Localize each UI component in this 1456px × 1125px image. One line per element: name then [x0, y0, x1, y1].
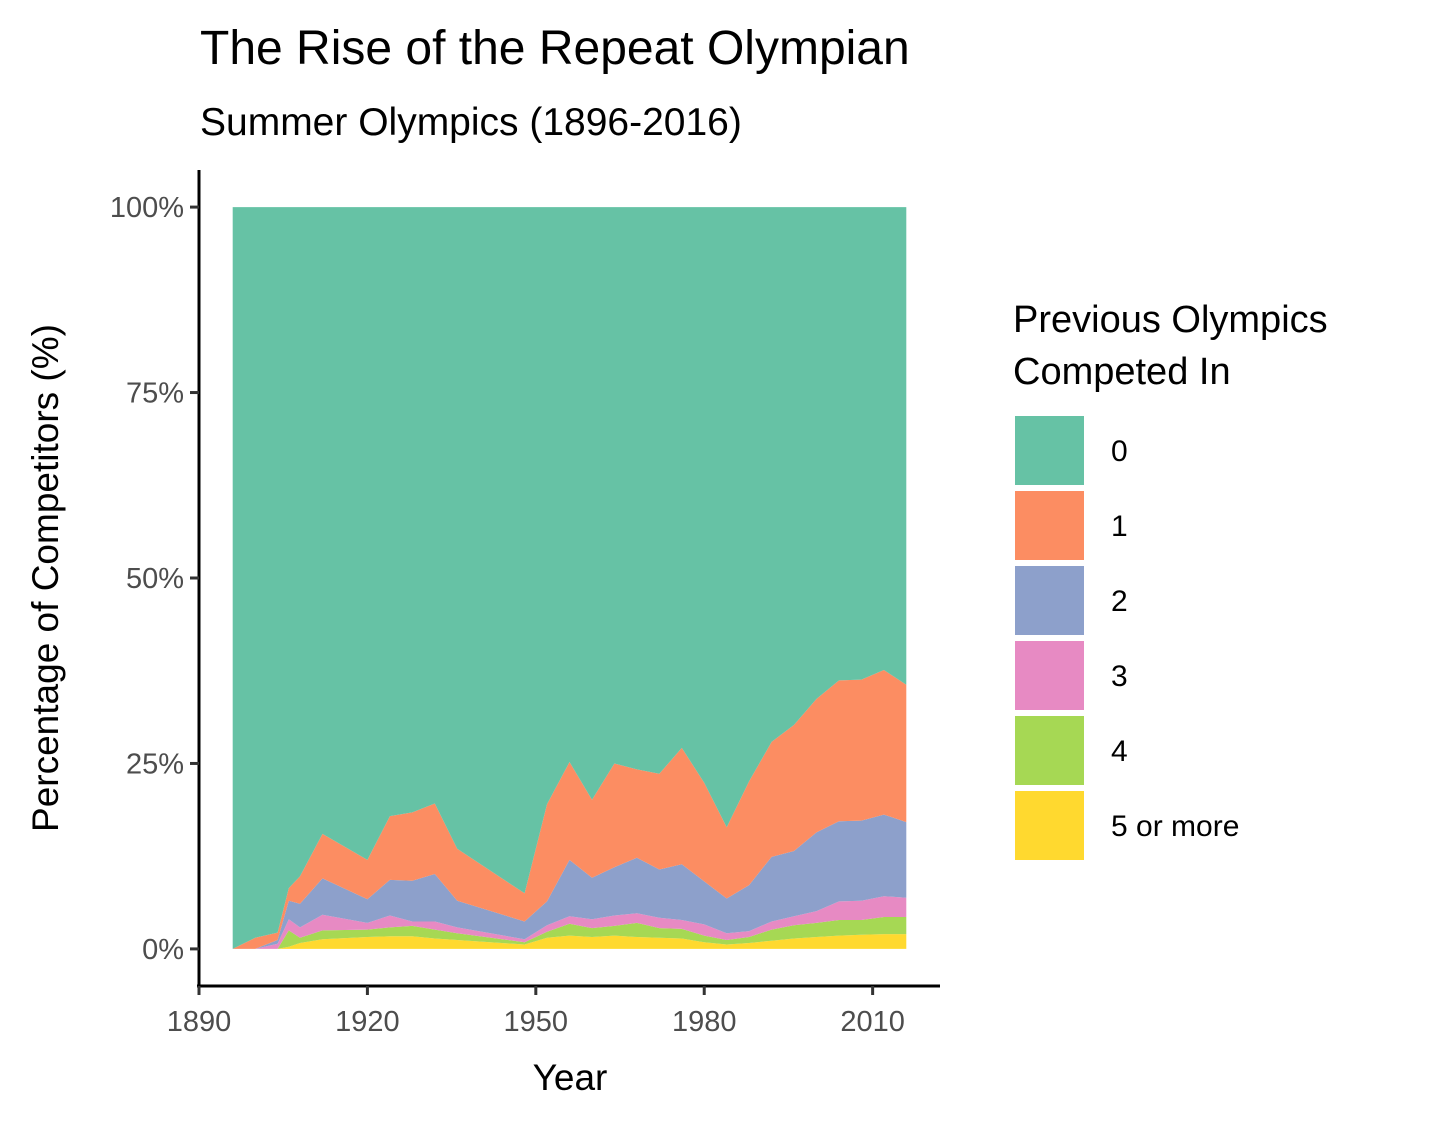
- legend-label-3: 3: [1111, 660, 1128, 693]
- chart-subtitle: Summer Olympics (1896-2016): [200, 101, 742, 144]
- plot-areas: [232, 207, 907, 949]
- y-tick-label: 25%: [126, 748, 184, 780]
- x-axis: 1890 1920 1950 1980 2010: [167, 986, 905, 1038]
- legend-swatch-4: [1015, 716, 1084, 785]
- x-tick-label: 1950: [504, 1006, 569, 1038]
- legend-label-0: 0: [1111, 435, 1128, 468]
- legend-label-1: 1: [1111, 510, 1128, 543]
- legend-title-line-2: Competed In: [1013, 351, 1231, 393]
- legend-swatch-1: [1015, 491, 1084, 560]
- legend-items: 0 1 2 3 4 5 or more: [1015, 416, 1239, 860]
- x-tick-label: 2010: [840, 1006, 905, 1038]
- x-tick-label: 1920: [335, 1006, 400, 1038]
- y-axis: 0% 25% 50% 75% 100%: [110, 192, 199, 966]
- legend-label-5-or-more: 5 or more: [1111, 810, 1239, 843]
- area-series-1: [232, 670, 907, 949]
- y-tick-label: 75%: [126, 378, 184, 410]
- area-series-0: [232, 207, 907, 949]
- x-tick-label: 1890: [167, 1006, 232, 1038]
- legend-label-2: 2: [1111, 585, 1128, 618]
- legend-label-4: 4: [1111, 735, 1128, 768]
- y-tick-label: 100%: [110, 192, 184, 224]
- legend-swatch-5-or-more: [1015, 791, 1084, 860]
- y-tick-label: 50%: [126, 563, 184, 595]
- legend-swatch-3: [1015, 641, 1084, 710]
- legend-swatch-0: [1015, 416, 1084, 485]
- area-series-3: [232, 896, 907, 949]
- y-tick-label: 0%: [142, 934, 184, 966]
- legend-title-line-1: Previous Olympics: [1013, 299, 1328, 341]
- area-series-5-or-more: [232, 934, 907, 949]
- legend: Previous Olympics Competed In 0 1 2 3 4 5 or …: [1013, 299, 1328, 860]
- y-axis-title: Percentage of Competitors (%): [25, 324, 66, 832]
- area-series-4: [232, 917, 907, 949]
- area-series-2: [232, 814, 907, 949]
- x-axis-title: Year: [533, 1057, 608, 1098]
- x-tick-label: 1980: [672, 1006, 737, 1038]
- legend-swatch-2: [1015, 566, 1084, 635]
- chart-title: The Rise of the Repeat Olympian: [200, 22, 910, 75]
